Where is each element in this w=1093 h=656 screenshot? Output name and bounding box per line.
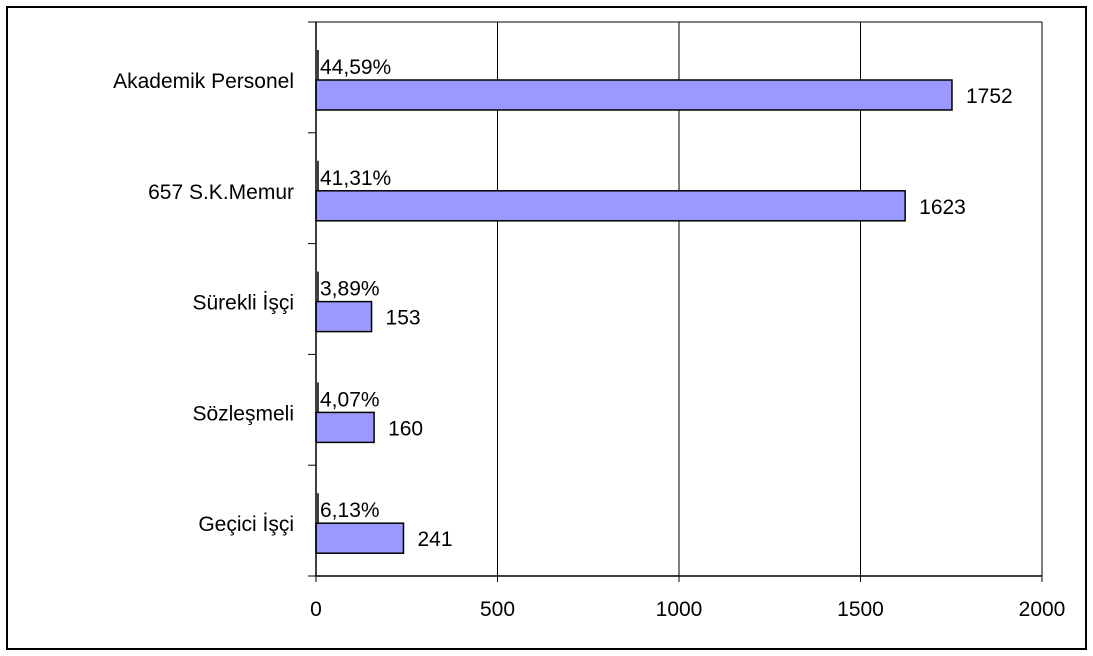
category-label: Akademik Personel bbox=[113, 70, 294, 93]
percent-label: 3,89% bbox=[320, 278, 380, 301]
axes bbox=[308, 21, 1043, 582]
x-tick-label: 0 bbox=[310, 598, 322, 621]
chart-frame bbox=[6, 6, 1087, 650]
percent-label: 4,07% bbox=[320, 388, 380, 411]
bar bbox=[315, 79, 953, 111]
bar bbox=[315, 411, 375, 444]
labels: 0 500 1000 1500 2000 Akademik Personel 44,59% 1… bbox=[113, 56, 1065, 621]
category-label: 657 S.K.Memur bbox=[148, 181, 294, 204]
value-label: 1752 bbox=[966, 85, 1013, 108]
percent-label: 41,31% bbox=[320, 167, 391, 190]
value-label: 160 bbox=[388, 417, 423, 440]
x-tick-label: 500 bbox=[480, 598, 515, 621]
value-label: 153 bbox=[386, 307, 421, 330]
gridlines bbox=[316, 21, 1043, 576]
category-label: Geçici İşçi bbox=[198, 513, 294, 536]
bar bbox=[315, 300, 373, 333]
category-label: Sürekli İşçi bbox=[192, 292, 294, 315]
x-tick-label: 1000 bbox=[656, 598, 703, 621]
x-tick-label: 1500 bbox=[837, 598, 884, 621]
value-label: 1623 bbox=[919, 196, 966, 219]
percent-label: 44,59% bbox=[320, 56, 391, 79]
percent-label: 6,13% bbox=[320, 499, 380, 522]
bar bbox=[315, 190, 906, 222]
value-label: 241 bbox=[417, 528, 452, 551]
category-label: Sözleşmeli bbox=[192, 402, 294, 425]
bar bbox=[315, 522, 405, 554]
x-tick-label: 2000 bbox=[1019, 598, 1066, 621]
